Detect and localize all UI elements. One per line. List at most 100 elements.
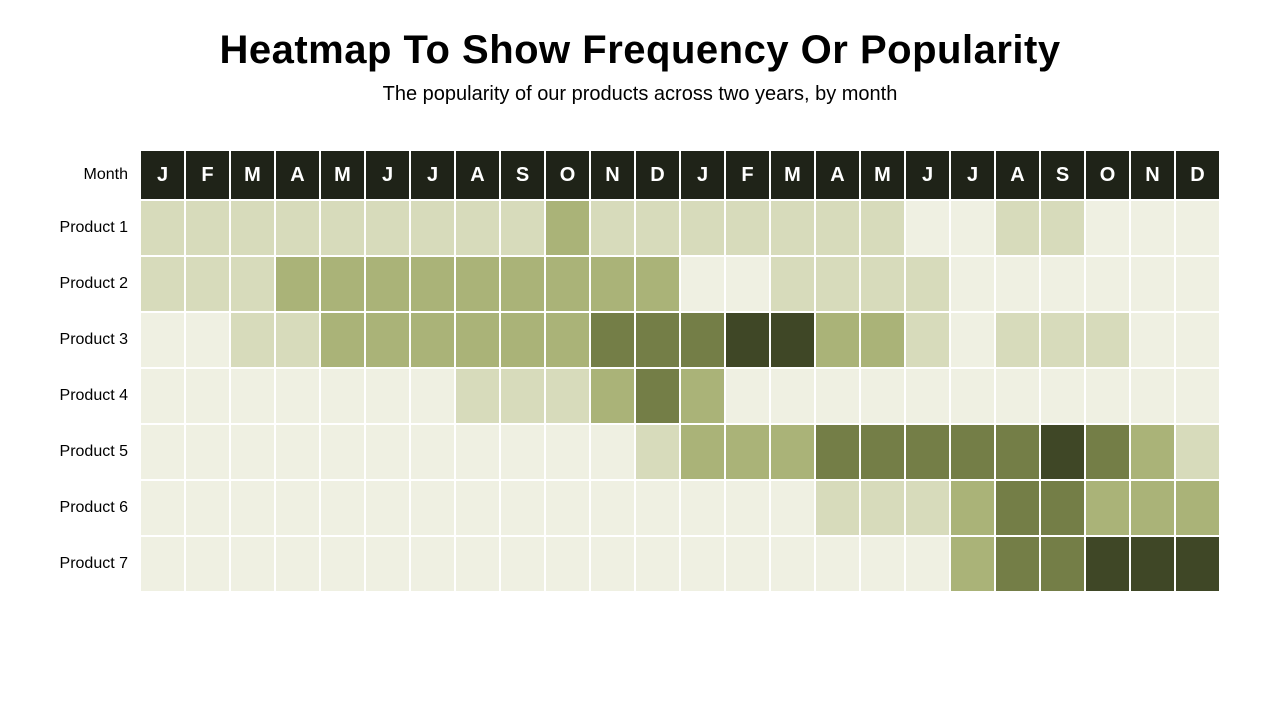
heatmap-cell	[905, 536, 950, 592]
heatmap-cell	[140, 480, 185, 536]
heatmap-cell	[185, 200, 230, 256]
heatmap-cell	[950, 312, 995, 368]
heatmap-cell	[995, 480, 1040, 536]
heatmap-cell	[770, 480, 815, 536]
heatmap-cell	[815, 312, 860, 368]
heatmap-cell	[1175, 368, 1220, 424]
heatmap-cell	[950, 368, 995, 424]
heatmap-cell	[410, 536, 455, 592]
heatmap-cell	[545, 256, 590, 312]
heatmap-cell	[995, 256, 1040, 312]
heatmap-cell	[680, 200, 725, 256]
heatmap-cell	[1085, 368, 1130, 424]
heatmap-cell	[680, 480, 725, 536]
heatmap-column-header: F	[725, 150, 770, 200]
heatmap-cell	[815, 536, 860, 592]
heatmap-cell	[1085, 256, 1130, 312]
heatmap-cell	[410, 480, 455, 536]
heatmap-cell	[1130, 536, 1175, 592]
heatmap-cell	[230, 312, 275, 368]
heatmap-cell	[860, 256, 905, 312]
heatmap-cell	[680, 536, 725, 592]
heatmap-cell	[1040, 480, 1085, 536]
heatmap-cell	[320, 480, 365, 536]
heatmap-column-header: M	[230, 150, 275, 200]
heatmap-cell	[1040, 256, 1085, 312]
heatmap-column-header: J	[140, 150, 185, 200]
heatmap-cell	[410, 368, 455, 424]
heatmap-cell	[1040, 312, 1085, 368]
heatmap-cell	[365, 312, 410, 368]
heatmap-cell	[1130, 200, 1175, 256]
heatmap-cell	[230, 368, 275, 424]
heatmap-row-label: Product 7	[48, 536, 140, 592]
heatmap-cell	[950, 480, 995, 536]
heatmap-cell	[590, 256, 635, 312]
heatmap-cell	[1175, 536, 1220, 592]
heatmap-row: Product 5	[48, 424, 1220, 480]
heatmap-column-header: M	[860, 150, 905, 200]
heatmap-cell	[500, 200, 545, 256]
heatmap-cell	[950, 536, 995, 592]
heatmap-row: Product 6	[48, 480, 1220, 536]
heatmap-cell	[365, 256, 410, 312]
heatmap-cell	[635, 480, 680, 536]
heatmap-cell	[410, 256, 455, 312]
heatmap-cell	[1040, 536, 1085, 592]
heatmap-column-header: S	[1040, 150, 1085, 200]
heatmap-cell	[140, 536, 185, 592]
heatmap-cell	[1175, 200, 1220, 256]
heatmap-cell	[635, 368, 680, 424]
heatmap-cell	[545, 200, 590, 256]
heatmap-row-label: Product 5	[48, 424, 140, 480]
heatmap-cell	[995, 536, 1040, 592]
heatmap-cell	[860, 200, 905, 256]
heatmap-cell	[455, 256, 500, 312]
heatmap-cell	[185, 312, 230, 368]
heatmap-cell	[1175, 256, 1220, 312]
heatmap-row-label: Product 3	[48, 312, 140, 368]
heatmap-cell	[1085, 480, 1130, 536]
heatmap-cell	[590, 312, 635, 368]
heatmap-column-header: D	[1175, 150, 1220, 200]
heatmap-cell	[860, 480, 905, 536]
heatmap-cell	[635, 312, 680, 368]
heatmap-cell	[725, 368, 770, 424]
heatmap-row-label: Product 2	[48, 256, 140, 312]
heatmap-cell	[500, 256, 545, 312]
heatmap-cell	[140, 256, 185, 312]
heatmap-cell	[995, 312, 1040, 368]
heatmap-cell	[770, 200, 815, 256]
heatmap-column-header: A	[995, 150, 1040, 200]
heatmap-cell	[860, 368, 905, 424]
heatmap-cell	[185, 424, 230, 480]
heatmap-cell	[140, 368, 185, 424]
heatmap-cell	[275, 536, 320, 592]
heatmap-cell	[950, 424, 995, 480]
heatmap-cell	[815, 200, 860, 256]
heatmap-column-header: M	[770, 150, 815, 200]
heatmap-cell	[320, 312, 365, 368]
heatmap-cell	[140, 424, 185, 480]
heatmap-column-header: N	[1130, 150, 1175, 200]
heatmap-cell	[680, 424, 725, 480]
heatmap-cell	[905, 424, 950, 480]
heatmap-column-header: J	[410, 150, 455, 200]
heatmap-cell	[635, 424, 680, 480]
heatmap-column-header: J	[365, 150, 410, 200]
heatmap-cell	[500, 480, 545, 536]
heatmap-cell	[185, 256, 230, 312]
heatmap-cell	[905, 480, 950, 536]
heatmap-cell	[770, 536, 815, 592]
heatmap-cell	[815, 480, 860, 536]
heatmap-cell	[590, 368, 635, 424]
chart-title: Heatmap To Show Frequency Or Popularity	[0, 28, 1280, 73]
heatmap-cell	[1175, 312, 1220, 368]
heatmap-cell	[185, 368, 230, 424]
heatmap-cell	[365, 536, 410, 592]
heatmap-cell	[365, 424, 410, 480]
heatmap-column-header: N	[590, 150, 635, 200]
heatmap-cell	[320, 256, 365, 312]
heatmap-row-label: Product 6	[48, 480, 140, 536]
heatmap-column-header: A	[275, 150, 320, 200]
